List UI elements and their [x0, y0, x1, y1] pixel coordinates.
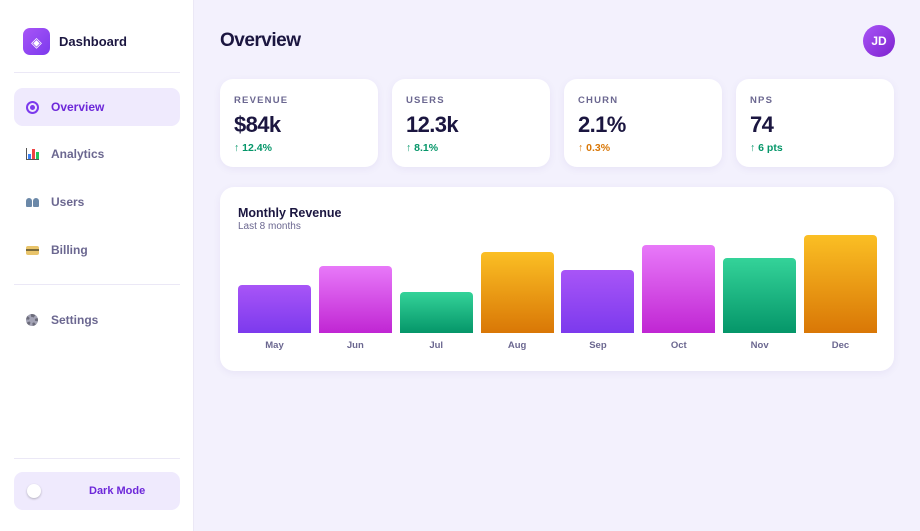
- sidebar-item-billing[interactable]: Billing: [14, 231, 180, 269]
- overview-icon: [25, 100, 39, 114]
- stat-label: CHURN: [578, 95, 619, 106]
- stat-delta: ↑ 12.4%: [234, 142, 272, 154]
- bar-chart-icon: [25, 147, 39, 161]
- stat-label: REVENUE: [234, 95, 289, 106]
- bar-oct: [642, 244, 716, 333]
- dark-mode-switch[interactable]: [25, 483, 59, 499]
- stat-value: 74: [750, 112, 774, 137]
- avatar[interactable]: JD: [863, 25, 895, 57]
- sidebar-divider: [14, 72, 180, 73]
- brand-logo-icon: ◈: [23, 28, 50, 55]
- sidebar-item-label: Settings: [51, 313, 99, 327]
- stat-label: NPS: [750, 95, 774, 106]
- bar-nov: [723, 257, 797, 333]
- credit-card-icon: [25, 243, 39, 257]
- sidebar-item-overview[interactable]: Overview: [14, 88, 180, 126]
- chart-plot-area: [238, 235, 877, 333]
- dark-mode-label: Dark Mode: [89, 485, 146, 497]
- sidebar: ◈ Dashboard Overview Analytics Users Bil…: [0, 0, 194, 531]
- chart-title: Monthly Revenue: [238, 206, 342, 220]
- chart-subtitle: Last 8 months: [238, 221, 301, 232]
- brand[interactable]: ◈ Dashboard: [23, 28, 127, 55]
- bar-dec: [804, 235, 877, 333]
- bar-aug: [480, 251, 554, 333]
- bar-jul: [399, 291, 473, 333]
- brand-title: Dashboard: [59, 34, 127, 49]
- sidebar-item-label: Overview: [51, 100, 105, 114]
- stat-value: $84k: [234, 112, 281, 137]
- x-tick-label: Dec: [831, 340, 850, 351]
- stat-card-revenue: REVENUE $84k ↑ 12.4%: [220, 79, 378, 167]
- x-tick-label: Oct: [670, 340, 687, 351]
- dark-mode-toggle-row[interactable]: Dark Mode: [14, 472, 180, 510]
- sidebar-item-settings[interactable]: Settings: [14, 301, 180, 339]
- users-icon: [25, 195, 39, 209]
- stat-delta: ↑ 8.1%: [406, 142, 439, 154]
- stat-label: USERS: [406, 95, 445, 106]
- stat-card-nps: NPS 74 ↑ 6 pts: [736, 79, 894, 167]
- bar-may: [238, 284, 311, 333]
- sidebar-item-users[interactable]: Users: [14, 183, 180, 221]
- sidebar-divider: [14, 284, 180, 285]
- sidebar-item-label: Users: [51, 195, 85, 209]
- x-tick-label: Sep: [589, 340, 607, 351]
- sidebar-item-label: Billing: [51, 243, 88, 257]
- stat-delta: ↑ 6 pts: [750, 142, 783, 154]
- stat-delta: ↑ 0.3%: [578, 142, 611, 154]
- stat-value: 12.3k: [406, 112, 459, 137]
- x-tick-label: Jun: [346, 340, 364, 351]
- gear-icon: [25, 313, 39, 327]
- sidebar-item-analytics[interactable]: Analytics: [14, 135, 180, 173]
- x-tick-label: Jul: [429, 340, 444, 351]
- stat-card-churn: CHURN 2.1% ↑ 0.3%: [564, 79, 722, 167]
- bar-jun: [318, 266, 392, 333]
- x-tick-label: Nov: [750, 340, 769, 351]
- x-tick-label: May: [265, 340, 284, 351]
- stat-card-users: USERS 12.3k ↑ 8.1%: [392, 79, 550, 167]
- sidebar-divider: [14, 458, 180, 459]
- bar-sep: [561, 270, 635, 333]
- toggle-knob: [27, 484, 41, 498]
- x-tick-label: Aug: [507, 340, 527, 351]
- stat-value: 2.1%: [578, 112, 626, 137]
- sidebar-item-label: Analytics: [51, 147, 105, 161]
- page-title: Overview: [220, 30, 301, 51]
- monthly-revenue-chart: Monthly Revenue Last 8 months May Jun Jul A…: [220, 187, 894, 371]
